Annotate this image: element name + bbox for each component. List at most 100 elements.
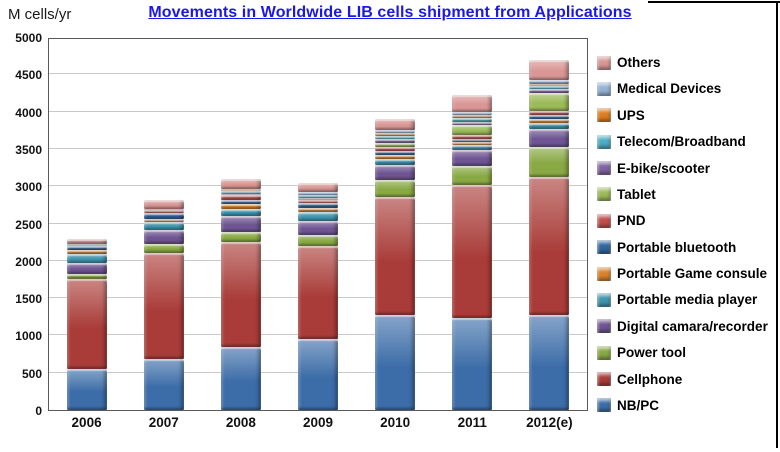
segment-portable-media-player-2009 <box>298 212 338 222</box>
segment-cellphone-2011 <box>451 185 492 319</box>
bar-2010 <box>374 119 415 410</box>
segment-power-tool-2009 <box>298 234 338 246</box>
bar-slot-2010 <box>356 39 433 410</box>
segment-e-bike-scooter-2008 <box>221 193 262 196</box>
y-tick-500: 500 <box>21 366 42 381</box>
legend: Others Medical Devices UPS Telecom/Broadban… <box>597 55 773 413</box>
y-tick-4000: 4000 <box>15 105 42 120</box>
legend-label-medical-devices: Medical Devices <box>617 81 722 97</box>
segment-cellphone-2006 <box>67 279 108 369</box>
legend-swatch-ups <box>597 108 611 123</box>
segment-digital-camara-recorder-2011 <box>451 150 492 167</box>
segment-medical-devices-2009 <box>298 191 338 195</box>
x-label-2012-e: 2012(e) <box>526 415 573 430</box>
legend-label-portable-bluetooth: Portable bluetooth <box>617 239 737 255</box>
segment-e-bike-scooter-2012-e <box>528 89 569 94</box>
legend-item-ups: UPS <box>597 108 773 123</box>
legend-item-others: Others <box>597 55 773 70</box>
segment-portable-game-consule-2008 <box>221 204 262 209</box>
legend-item-nb-pc: NB/PC <box>597 398 773 413</box>
segment-pnd-2008 <box>221 195 262 200</box>
segment-tablet-2011 <box>451 125 492 136</box>
x-label-2008: 2008 <box>225 415 256 430</box>
segment-digital-camara-recorder-2007 <box>144 229 185 244</box>
legend-swatch-telecom-broadband <box>597 134 611 149</box>
x-label-2009: 2009 <box>302 415 334 430</box>
segment-nb-pc-2008 <box>221 346 262 410</box>
legend-item-telecom-broadband: Telecom/Broadband <box>597 134 773 149</box>
segment-pnd-2007 <box>144 210 185 214</box>
bar-slot-2012-e <box>510 39 587 410</box>
plot-area <box>48 38 588 411</box>
bar-slot-2007 <box>126 39 203 410</box>
legend-label-telecom-broadband: Telecom/Broadband <box>617 134 746 150</box>
segment-others-2006 <box>67 238 108 244</box>
segment-medical-devices-2008 <box>221 188 262 191</box>
segment-portable-media-player-2011 <box>451 145 492 151</box>
segment-nb-pc-2011 <box>451 318 492 410</box>
x-label-2006: 2006 <box>71 415 102 430</box>
segment-digital-camara-recorder-2009 <box>298 221 338 235</box>
segment-cellphone-2012-e <box>528 177 569 316</box>
segment-pnd-2009 <box>298 199 338 204</box>
segment-tablet-2010 <box>374 142 415 148</box>
segment-ups-2009 <box>298 194 338 196</box>
segment-pnd-2011 <box>451 135 492 139</box>
legend-item-cellphone: Cellphone <box>597 372 773 387</box>
legend-swatch-cellphone <box>597 372 611 386</box>
segment-tablet-2012-e <box>528 93 569 112</box>
y-tick-1000: 1000 <box>15 329 42 344</box>
legend-label-e-bike-scooter: E-bike/scooter <box>617 160 711 176</box>
segment-power-tool-2007 <box>144 243 185 253</box>
segment-portable-media-player-2010 <box>374 159 415 165</box>
legend-item-power-tool: Power tool <box>597 345 773 360</box>
segment-nb-pc-2012-e <box>528 315 569 410</box>
segment-medical-devices-2011 <box>451 111 492 116</box>
segment-portable-media-player-2006 <box>67 254 108 264</box>
y-tick-0: 0 <box>35 404 42 418</box>
segment-portable-game-consule-2007 <box>144 219 185 223</box>
segment-ups-2010 <box>374 133 415 136</box>
legend-item-e-bike-scooter: E-bike/scooter <box>597 161 773 176</box>
segment-portable-game-consule-2009 <box>298 207 338 213</box>
segment-portable-bluetooth-2009 <box>298 203 338 208</box>
segment-portable-media-player-2012-e <box>528 123 569 129</box>
y-tick-1500: 1500 <box>15 292 42 307</box>
y-axis-tick-labels: 0 500 1000 1500 2000 2500 3000 3500 4000 4500 5000 <box>0 31 42 418</box>
y-tick-4500: 4500 <box>15 68 42 83</box>
segment-telecom-broadband-2008 <box>221 190 262 194</box>
legend-label-portable-game-consule: Portable Game consule <box>617 266 768 281</box>
gridline-4000 <box>49 110 587 112</box>
segment-others-2008 <box>221 178 262 189</box>
y-tick-2000: 2000 <box>15 254 42 269</box>
segment-telecom-broadband-2007 <box>144 208 185 211</box>
segment-nb-pc-2010 <box>374 314 415 410</box>
segment-cellphone-2010 <box>374 197 415 315</box>
legend-item-digital-camara-recorder: Digital camara/recorder <box>597 319 773 334</box>
y-tick-2500: 2500 <box>15 217 42 232</box>
segment-ups-2011 <box>451 115 492 119</box>
bar-2006 <box>67 238 108 410</box>
segment-ups-2012-e <box>528 83 569 87</box>
segment-e-bike-scooter-2011 <box>451 121 492 126</box>
legend-label-portable-media-player: Portable media player <box>617 292 758 308</box>
y-tick-3000: 3000 <box>15 180 42 195</box>
legend-item-portable-bluetooth: Portable bluetooth <box>597 240 773 255</box>
legend-swatch-medical-devices <box>597 81 611 96</box>
segment-e-bike-scooter-2010 <box>374 139 415 143</box>
segment-portable-bluetooth-2010 <box>374 150 415 155</box>
bar-2012-e <box>528 59 569 410</box>
bars-row <box>49 39 587 410</box>
segment-pnd-2006 <box>67 245 108 246</box>
legend-swatch-e-bike-scooter <box>597 161 611 175</box>
legend-label-ups: UPS <box>617 107 645 123</box>
segment-pnd-2012-e <box>528 111 569 116</box>
y-axis-title: M cells/yr <box>8 6 72 23</box>
segment-power-tool-2008 <box>221 232 262 243</box>
chart-title: Movements in Worldwide LIB cells shipmen… <box>148 4 632 21</box>
segment-medical-devices-2010 <box>374 130 415 134</box>
segment-power-tool-2012-e <box>528 147 569 178</box>
segment-digital-camara-recorder-2006 <box>67 263 108 275</box>
segment-others-2012-e <box>528 59 569 81</box>
